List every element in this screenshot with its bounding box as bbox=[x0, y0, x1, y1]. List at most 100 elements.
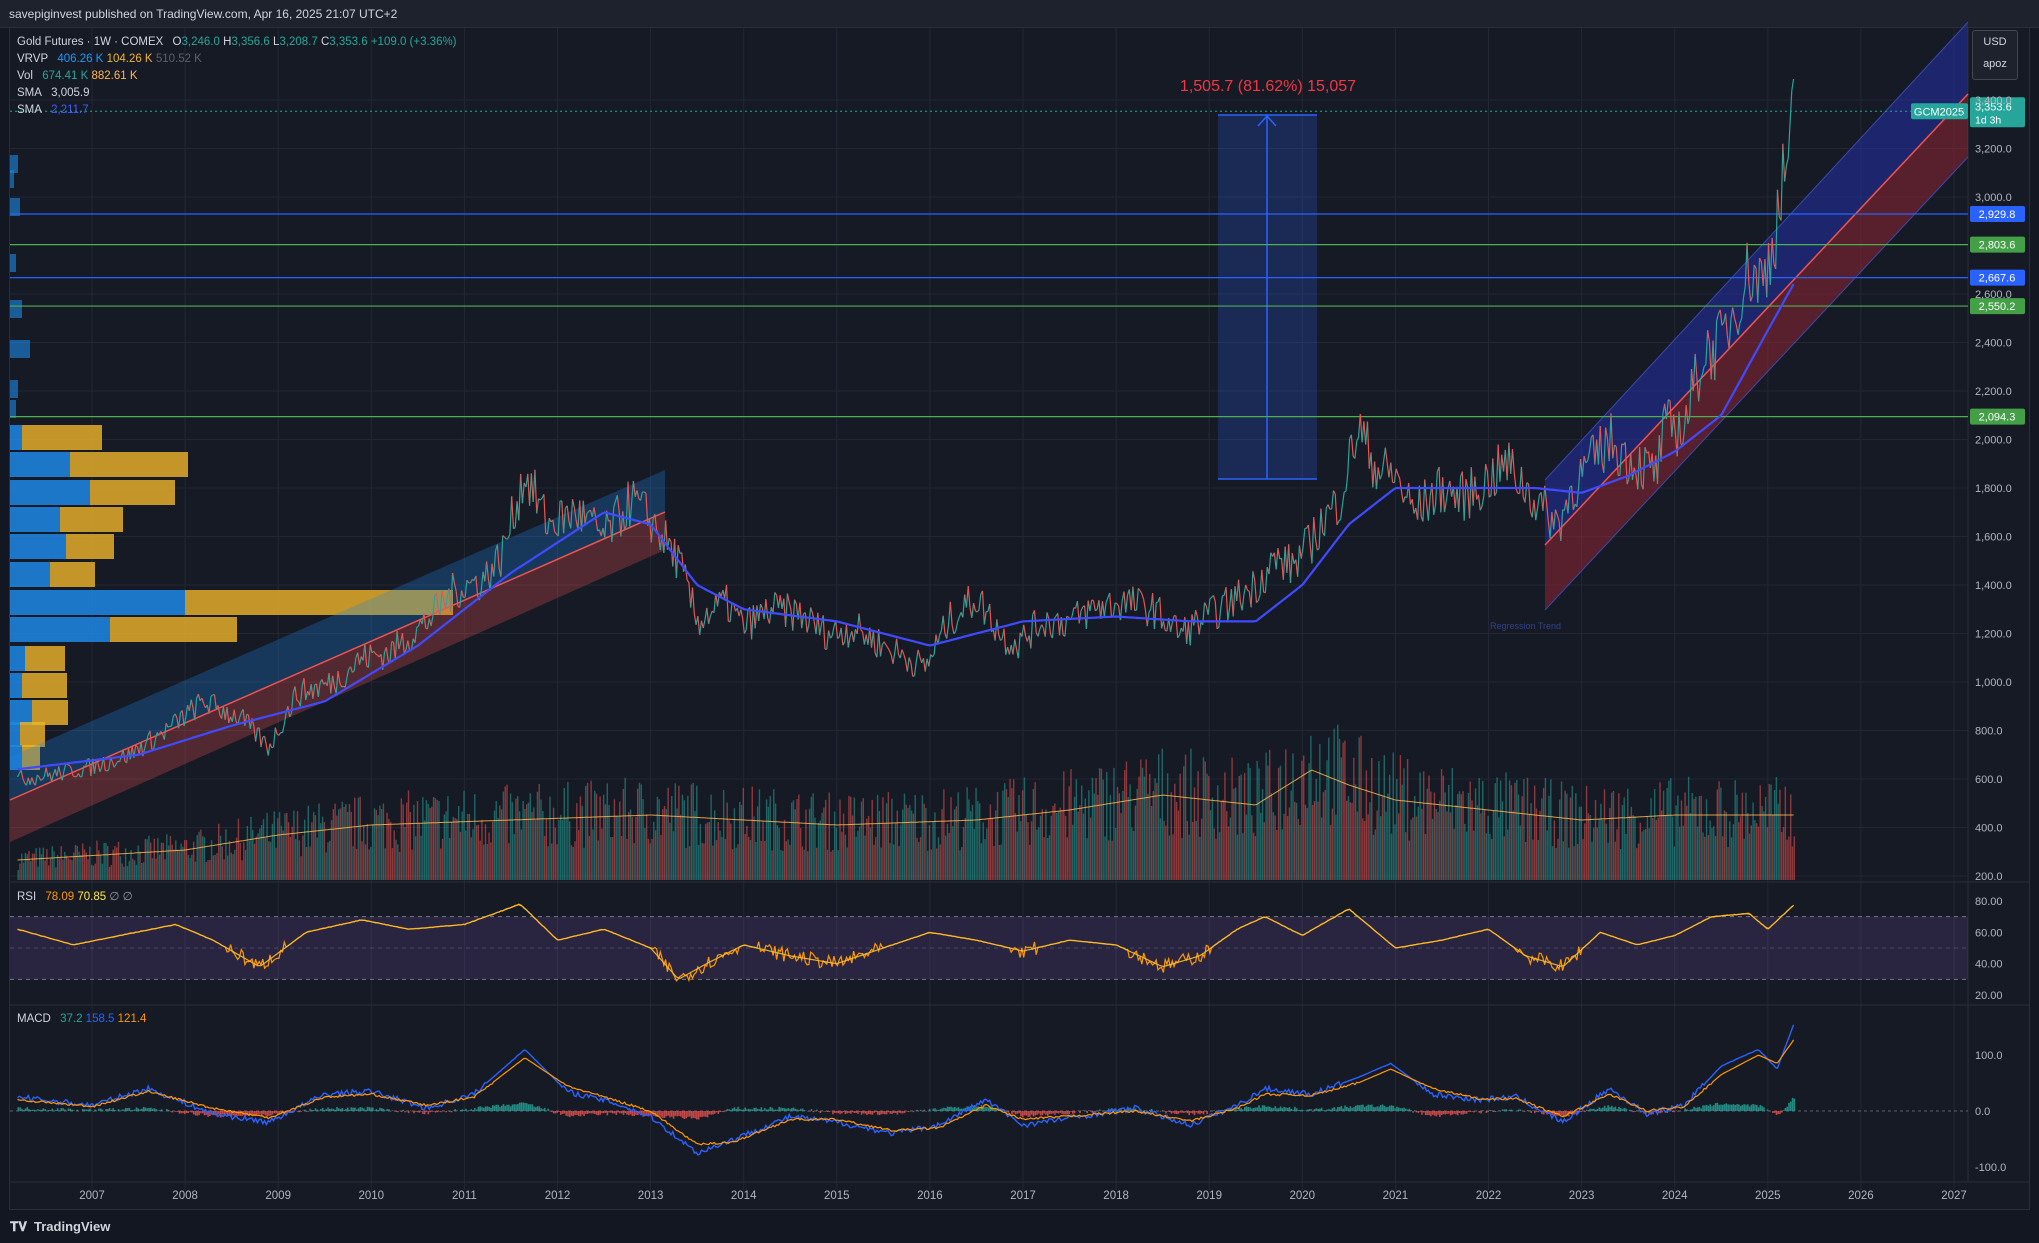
price-segment bbox=[1782, 143, 1786, 182]
currency-unit-selector[interactable]: USD apoz bbox=[1972, 30, 2018, 80]
volume-bar bbox=[758, 789, 761, 880]
macd-hist-bar bbox=[671, 1111, 673, 1117]
macd-hist-bar bbox=[1754, 1104, 1756, 1111]
price-segment bbox=[231, 709, 235, 722]
macd-hist-bar bbox=[740, 1109, 743, 1111]
macd-value-1: 37.2 bbox=[60, 1013, 83, 1025]
volume-bar bbox=[1276, 830, 1278, 880]
price-segment bbox=[1533, 499, 1537, 521]
price-level-value: 2,550.2 bbox=[1979, 301, 2016, 313]
macd-hist-bar bbox=[42, 1108, 45, 1111]
macd-hist-bar bbox=[1790, 1101, 1792, 1111]
macd-hist-bar bbox=[1204, 1111, 1207, 1112]
volume-bar bbox=[1421, 808, 1423, 880]
price-segment bbox=[1785, 157, 1789, 166]
volume-bar bbox=[978, 803, 981, 880]
vp-up-bar bbox=[10, 590, 185, 615]
chart-frame[interactable] bbox=[9, 27, 2030, 1210]
volume-bar bbox=[533, 807, 535, 880]
macd-hist-bar bbox=[812, 1111, 815, 1113]
volume-bar bbox=[1448, 784, 1450, 880]
volume-bar bbox=[755, 841, 757, 880]
volume-bar bbox=[1018, 795, 1020, 880]
macd-hist-bar bbox=[1029, 1111, 1031, 1117]
volume-bar bbox=[1507, 829, 1509, 880]
macd-hist-bar bbox=[1335, 1109, 1337, 1111]
volume-bar bbox=[1147, 793, 1149, 880]
volume-bar bbox=[1243, 772, 1246, 880]
volume-bar bbox=[1102, 779, 1104, 880]
macd-hist-bar bbox=[542, 1109, 544, 1111]
tradingview-brand[interactable]: 𝐓𝐕 TradingView bbox=[10, 1219, 110, 1235]
volume-bar bbox=[721, 836, 723, 880]
macd-hist-bar bbox=[1184, 1111, 1187, 1113]
volume-bar bbox=[474, 794, 476, 880]
macd-hist-bar bbox=[1773, 1111, 1776, 1113]
price-segment bbox=[1683, 405, 1687, 431]
price-segment bbox=[353, 657, 357, 672]
macd-hist-bar bbox=[604, 1111, 607, 1113]
macd-hist-bar bbox=[1691, 1109, 1694, 1111]
macd-hist-bar bbox=[1469, 1111, 1472, 1112]
price-segment bbox=[1250, 571, 1254, 608]
volume-bar bbox=[1766, 827, 1769, 880]
macd-hist-bar bbox=[364, 1110, 367, 1111]
macd-hist-bar bbox=[1345, 1106, 1348, 1111]
volume-bar bbox=[753, 816, 755, 880]
macd-hist-bar bbox=[538, 1106, 541, 1111]
volume-bar bbox=[1014, 813, 1017, 880]
price-segment bbox=[1477, 494, 1481, 511]
macd-hist-bar bbox=[953, 1106, 956, 1111]
volume-bar bbox=[1535, 808, 1538, 880]
volume-bar bbox=[1736, 794, 1738, 880]
volume-bar bbox=[1152, 791, 1155, 880]
macd-hist-bar bbox=[1299, 1109, 1302, 1111]
price-segment bbox=[1791, 78, 1795, 91]
price-segment bbox=[1465, 479, 1469, 488]
macd-hist-bar bbox=[1258, 1105, 1260, 1111]
macd-hist-bar bbox=[484, 1106, 487, 1111]
volume-bar bbox=[481, 819, 483, 880]
macd-hist-bar bbox=[275, 1111, 277, 1114]
volume-bar bbox=[62, 859, 64, 880]
macd-hist-bar bbox=[773, 1109, 775, 1111]
macd-hist-bar bbox=[1580, 1111, 1583, 1112]
price-segment bbox=[699, 620, 703, 636]
volume-bar bbox=[1200, 818, 1203, 880]
vp-down-bar bbox=[66, 534, 114, 559]
volume-bar bbox=[636, 788, 639, 880]
volume-bar bbox=[685, 848, 687, 880]
price-segment bbox=[973, 603, 976, 611]
volume-bar bbox=[767, 806, 770, 880]
price-segment bbox=[1481, 495, 1485, 507]
macd-hist-bar bbox=[355, 1109, 358, 1111]
volume-bar bbox=[1199, 836, 1201, 880]
macd-hist-bar bbox=[1528, 1110, 1531, 1111]
volume-bar bbox=[1609, 807, 1611, 880]
x-tick-label: 2015 bbox=[824, 1190, 850, 1202]
volume-bar bbox=[1168, 835, 1171, 880]
price-segment bbox=[183, 717, 187, 727]
volume-bar bbox=[710, 794, 712, 880]
price-segment bbox=[1256, 600, 1259, 604]
macd-hist-bar bbox=[1548, 1111, 1550, 1114]
volume-bar bbox=[303, 819, 306, 880]
macd-hist-bar bbox=[296, 1111, 299, 1112]
price-segment bbox=[878, 629, 882, 657]
volume-bar bbox=[713, 810, 716, 880]
macd-hist-bar bbox=[758, 1109, 761, 1111]
volume-bar bbox=[1573, 846, 1575, 880]
volume-bar bbox=[907, 808, 909, 880]
macd-hist-bar bbox=[1328, 1109, 1330, 1111]
volume-bar bbox=[28, 851, 30, 880]
macd-hist-bar bbox=[1215, 1111, 1217, 1113]
macd-hist-bar bbox=[842, 1111, 845, 1113]
price-segment bbox=[708, 615, 711, 625]
price-segment bbox=[1728, 319, 1732, 350]
volume-bar bbox=[1145, 759, 1147, 880]
volume-bar bbox=[1682, 825, 1684, 880]
price-segment bbox=[566, 505, 570, 522]
macd-hist-bar bbox=[1621, 1109, 1624, 1111]
volume-bar bbox=[1621, 804, 1624, 880]
